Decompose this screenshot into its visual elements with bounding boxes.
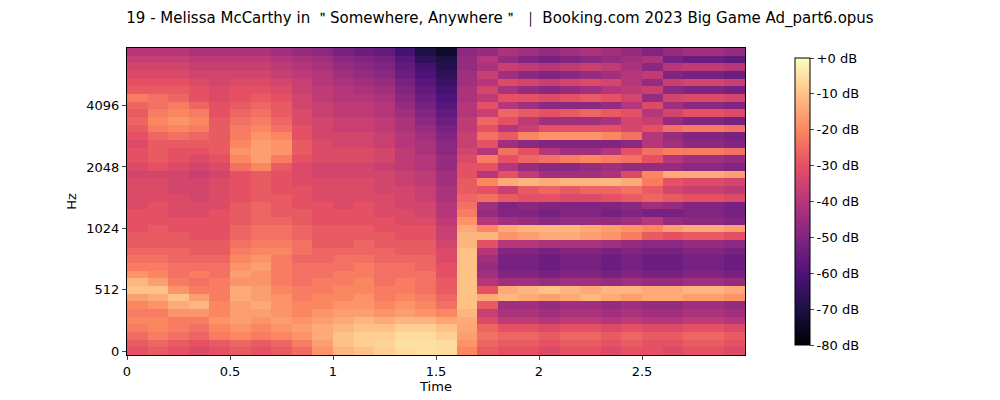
svg-text:4096: 4096: [86, 98, 119, 113]
svg-text:-10 dB: -10 dB: [817, 86, 860, 101]
svg-text:Hz: Hz: [64, 193, 79, 210]
svg-text:2: 2: [535, 364, 543, 379]
svg-text:0: 0: [111, 344, 119, 359]
svg-text:-30 dB: -30 dB: [817, 158, 860, 173]
svg-text:-80 dB: -80 dB: [817, 338, 860, 353]
svg-text:19 - Melissa McCarthy in ＂Some: 19 - Melissa McCarthy in ＂Somewhere, Any…: [126, 9, 874, 28]
svg-text:-70 dB: -70 dB: [817, 302, 860, 317]
svg-text:Time: Time: [419, 379, 452, 394]
svg-text:-20 dB: -20 dB: [817, 122, 860, 137]
svg-text:-40 dB: -40 dB: [817, 194, 860, 209]
svg-text:0.5: 0.5: [220, 364, 241, 379]
svg-text:512: 512: [95, 282, 120, 297]
svg-text:1.5: 1.5: [426, 364, 447, 379]
svg-text:1: 1: [329, 364, 337, 379]
svg-text:0: 0: [123, 364, 131, 379]
svg-text:1024: 1024: [86, 221, 119, 236]
svg-text:+0 dB: +0 dB: [817, 51, 857, 66]
svg-text:-50 dB: -50 dB: [817, 230, 860, 245]
svg-text:2048: 2048: [86, 160, 119, 175]
svg-text:-60 dB: -60 dB: [817, 266, 860, 281]
svg-text:2.5: 2.5: [632, 364, 653, 379]
